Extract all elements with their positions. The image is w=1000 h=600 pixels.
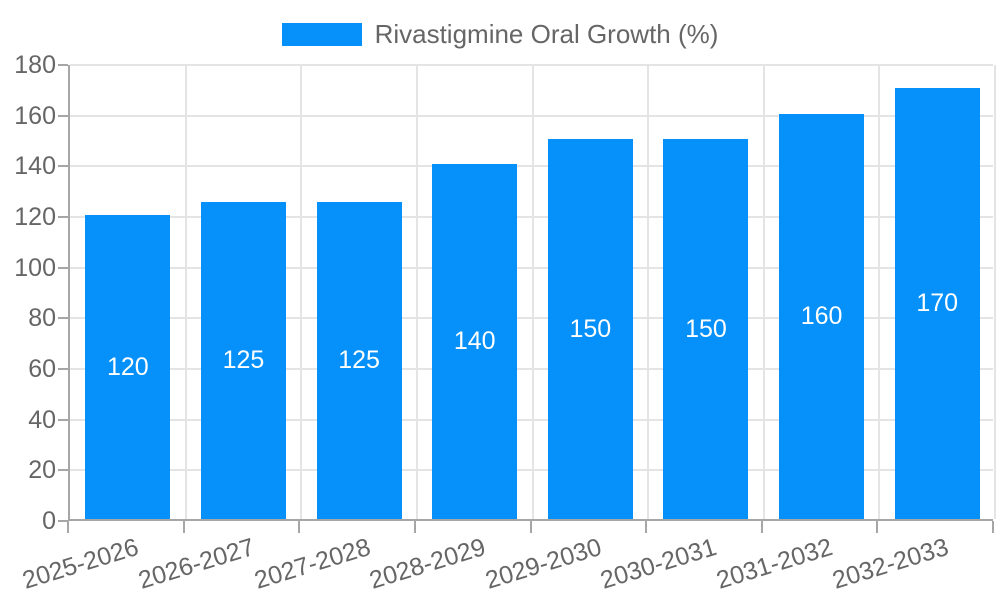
legend-label: Rivastigmine Oral Growth (%) xyxy=(374,19,719,49)
x-axis-tick xyxy=(67,521,69,533)
gridline-vertical xyxy=(531,65,534,519)
y-axis-tick-label: 80 xyxy=(28,304,56,333)
y-axis-tick-label: 140 xyxy=(14,152,56,181)
x-axis-tick-label: 2030-2031 xyxy=(597,533,721,595)
bar-value-label: 150 xyxy=(569,314,612,343)
y-axis-tick xyxy=(58,368,68,370)
x-axis-tick-label: 2028-2029 xyxy=(366,533,489,595)
gridline-vertical xyxy=(762,65,765,519)
bar-value-label: 160 xyxy=(800,301,843,330)
y-axis-tick xyxy=(58,266,68,269)
bar-value-label: 150 xyxy=(685,314,727,343)
bar-value-label: 170 xyxy=(916,289,959,318)
legend[interactable]: Rivastigmine Oral Growth (%) xyxy=(0,19,1000,50)
bar[interactable]: 125 xyxy=(316,202,402,519)
x-axis-tick xyxy=(645,521,648,533)
y-axis-tick xyxy=(58,317,68,320)
bar[interactable]: 150 xyxy=(663,139,749,519)
gridline-vertical xyxy=(647,65,650,519)
x-axis-tick-label: 2031-2032 xyxy=(713,533,836,595)
x-axis-tick xyxy=(413,521,416,533)
gridline-vertical xyxy=(994,65,996,519)
gridline-vertical xyxy=(415,65,418,519)
gridline-vertical xyxy=(300,65,303,519)
x-axis-tick xyxy=(876,521,879,533)
x-axis-tick-label: 2029-2030 xyxy=(481,533,605,595)
bar[interactable]: 140 xyxy=(432,164,518,519)
x-axis-tick-label: 2026-2027 xyxy=(135,533,258,595)
x-axis-tick xyxy=(760,521,763,533)
y-axis-tick xyxy=(58,114,68,117)
bar[interactable]: 170 xyxy=(894,88,980,519)
plot-area: 120 125 125 140 150 150 160 170 xyxy=(68,64,996,521)
bar[interactable]: 160 xyxy=(779,113,865,519)
y-axis-tick-label: 0 xyxy=(42,507,56,535)
y-axis-tick xyxy=(58,64,68,66)
x-axis-tick xyxy=(992,521,994,533)
y-axis-tick-label: 160 xyxy=(14,101,56,130)
bar-value-label: 140 xyxy=(453,327,496,356)
y-axis-tick-label: 60 xyxy=(28,355,56,383)
y-axis-tick xyxy=(58,520,68,522)
bar-value-label: 120 xyxy=(106,352,149,381)
bar[interactable]: 120 xyxy=(85,215,171,519)
y-axis-tick-label: 180 xyxy=(14,51,56,79)
x-axis-tick-label: 2032-2033 xyxy=(828,533,952,595)
bar[interactable]: 125 xyxy=(200,202,286,519)
bar-value-label: 125 xyxy=(338,346,380,375)
y-axis-tick xyxy=(58,469,68,472)
legend-swatch xyxy=(281,23,362,46)
y-axis-tick-label: 120 xyxy=(14,203,56,231)
x-axis-tick xyxy=(298,521,301,533)
y-axis-tick-label: 100 xyxy=(14,253,56,282)
y-axis-tick xyxy=(58,165,68,168)
x-axis-tick-label: 2027-2028 xyxy=(250,533,374,595)
y-axis-tick xyxy=(58,216,68,218)
x-axis-tick xyxy=(182,521,185,533)
gridline-vertical xyxy=(184,65,187,519)
bar[interactable]: 150 xyxy=(547,139,633,519)
y-axis-tick xyxy=(58,418,68,421)
gridline-vertical xyxy=(878,65,881,519)
x-axis-tick-label: 2025-2026 xyxy=(19,533,142,595)
bar-value-label: 125 xyxy=(222,346,265,375)
x-axis-tick xyxy=(529,521,532,533)
y-axis-tick-label: 40 xyxy=(28,405,56,434)
y-axis-tick-label: 20 xyxy=(28,456,56,485)
